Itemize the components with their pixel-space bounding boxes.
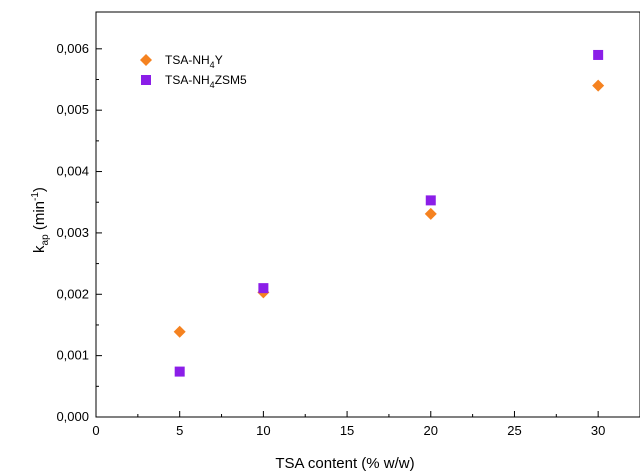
x-tick-label: 10 <box>256 423 270 438</box>
y-tick-label: 0,001 <box>56 348 89 363</box>
legend: TSA-NH4Y TSA-NH4ZSM5 <box>140 53 247 90</box>
svg-text:TSA-NH4ZSM5: TSA-NH4ZSM5 <box>165 73 247 90</box>
y-tick-label: 0,005 <box>56 102 89 117</box>
data-point-tsa-nh4zsm5 <box>258 283 269 294</box>
legend-label-prefix: TSA-NH <box>165 53 210 67</box>
x-tick-label: 20 <box>424 423 438 438</box>
y-tick-label: 0,004 <box>56 164 89 179</box>
y-tick-label: 0,002 <box>56 286 89 301</box>
legend-item-tsa-nh4y: TSA-NH4Y <box>140 53 223 70</box>
legend-marker-diamond <box>140 54 152 66</box>
svg-text:TSA-NH4Y: TSA-NH4Y <box>165 53 223 70</box>
legend-label-suffix: Y <box>215 53 223 67</box>
y-tick-label: 0,003 <box>56 225 89 240</box>
x-tick-label: 30 <box>591 423 605 438</box>
data-point-tsa-nh4zsm5 <box>174 366 185 377</box>
x-tick-label: 0 <box>92 423 99 438</box>
y-axis-title-unit-superscript: -1 <box>30 192 41 201</box>
y-axis-title-unit-prefix: (min <box>31 201 48 234</box>
plot-frame <box>95 11 640 418</box>
legend-item-tsa-nh4zsm5: TSA-NH4ZSM5 <box>141 73 247 90</box>
data-point-tsa-nh4zsm5 <box>425 195 436 206</box>
legend-label-subscript: 4 <box>210 60 215 70</box>
x-axis-ticks: 0 5 10 15 20 25 30 <box>92 411 605 438</box>
y-axis-title-subscript: ap <box>40 234 51 246</box>
data-point-tsa-nh4y <box>173 325 186 338</box>
data-point-tsa-nh4zsm5 <box>593 49 604 60</box>
x-axis-title: TSA content (% w/w) <box>275 455 414 472</box>
svg-text:kap (min-1): kap (min-1) <box>30 187 51 253</box>
legend-label-prefix: TSA-NH <box>165 73 210 87</box>
data-point-tsa-nh4y <box>592 79 605 92</box>
y-axis-ticks: 0,000 0,001 0,002 0,003 0,004 0,005 0,006 <box>56 41 102 424</box>
x-tick-label: 25 <box>507 423 521 438</box>
data-markers <box>173 49 605 377</box>
y-tick-label: 0,006 <box>56 41 89 56</box>
y-tick-label: 0,000 <box>56 409 89 424</box>
legend-marker-square <box>141 75 151 85</box>
y-axis-title-base: k <box>31 245 48 253</box>
y-axis-title: kap (min-1) <box>30 187 51 253</box>
legend-label-subscript: 4 <box>210 80 215 90</box>
x-tick-label: 15 <box>340 423 354 438</box>
data-point-tsa-nh4y <box>424 207 437 220</box>
y-axis-title-unit-suffix: ) <box>31 187 48 192</box>
legend-label-suffix: ZSM5 <box>215 73 247 87</box>
x-tick-label: 5 <box>176 423 183 438</box>
